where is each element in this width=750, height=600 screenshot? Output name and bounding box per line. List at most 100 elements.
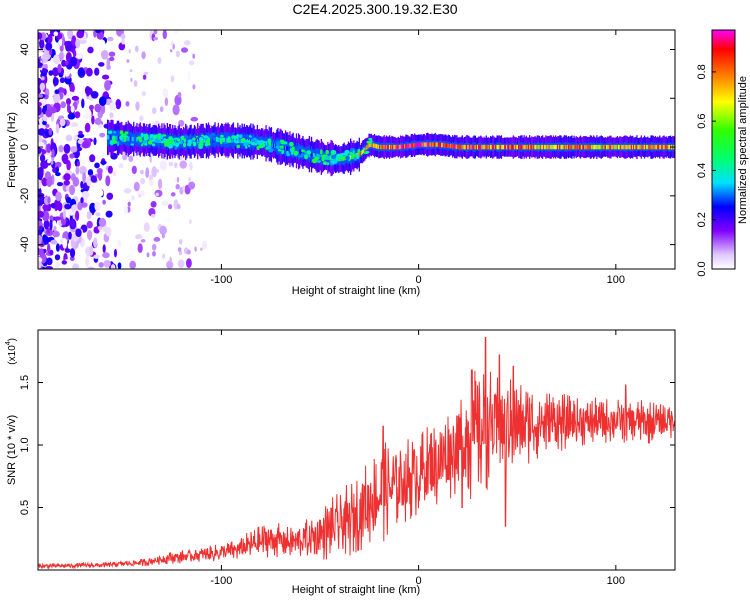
spectrogram-ridge-core — [489, 144, 492, 150]
spectrogram-noise-blob — [39, 38, 45, 49]
spectrogram-ridge-core — [458, 144, 460, 150]
spectrogram-ridge-core — [342, 156, 344, 161]
spectrogram-ridge-core — [613, 144, 615, 150]
spectrogram-noise-blob — [166, 187, 174, 194]
spectrogram-noise-blob — [142, 74, 147, 80]
spectrogram-ridge-core — [543, 144, 545, 150]
spectrogram-ridge-core — [579, 144, 582, 150]
spectrogram-ridge-core — [147, 137, 149, 143]
spectrogram-ridge-core — [289, 147, 291, 152]
spectrogram-ridge-core — [315, 153, 317, 158]
spectrogram-noise-blob — [143, 222, 150, 232]
spectrogram-ridge-core — [487, 144, 489, 150]
spectrogram-noise-blob — [72, 263, 80, 269]
spectrogram-ridge-core — [548, 144, 550, 150]
spectrogram-noise-blob — [53, 136, 59, 144]
spectrogram-ridge-core — [632, 144, 634, 150]
snr-series-line — [38, 337, 675, 570]
spectrogram-ridge-speckle — [107, 130, 113, 134]
spectrogram-ridge-speckle — [142, 139, 147, 144]
spectrogram-ridge-core — [450, 144, 453, 149]
snr-plot-area — [38, 337, 675, 570]
spectrogram-ridge-core — [617, 144, 620, 150]
spectrogram-ridge-core — [610, 144, 612, 150]
spectrogram-noise-blob — [181, 47, 188, 53]
spectrogram-noise-blob — [70, 146, 78, 153]
spectrogram-ridge-core — [427, 142, 429, 147]
spectrogram-ridge-core — [283, 145, 286, 151]
spectrogram-ridge-core — [210, 138, 212, 143]
spectrogram-ridge-core — [149, 138, 151, 143]
spectrogram-ridge-core — [437, 142, 440, 147]
spectrogram-frame — [37, 29, 676, 270]
spectrogram-noise-blob — [130, 77, 133, 82]
spectrogram-noise-blob — [79, 158, 86, 165]
spectrogram-noise-blob — [39, 82, 46, 91]
spectrogram-noise-blob — [80, 197, 84, 204]
spectrogram-noise-blob — [153, 37, 159, 41]
spectrogram-noise-blob — [102, 199, 106, 205]
spectrogram-ridge-speckle — [121, 133, 127, 137]
spectrogram-ridge-speckle — [281, 149, 285, 155]
spectrogram-ridge-core — [409, 143, 411, 148]
spectrogram-noise-blob — [95, 104, 102, 113]
spectrogram-ridge-core — [176, 139, 178, 144]
spectrogram-noise-blob — [65, 134, 73, 142]
spectrogram-noise-blob — [70, 220, 75, 228]
spectrogram-ridge-speckle — [282, 141, 288, 145]
spectrogram-noise-blob — [47, 159, 51, 164]
spectrogram-noise-blob — [59, 44, 64, 52]
spectrogram-ridge-core — [453, 144, 455, 149]
spectrogram-noise-blob — [149, 174, 153, 181]
spectrogram-noise-blob — [107, 165, 113, 174]
spectrogram-ridge-core — [625, 144, 627, 150]
spectrogram-ridge-core — [155, 138, 158, 143]
spectrogram-ridge-core — [653, 144, 655, 150]
spectrogram-ridge-core — [235, 138, 237, 143]
spectrogram-ridge-core — [460, 144, 462, 150]
colorbar-gradient — [711, 29, 736, 270]
spectrogram-ridge-core — [273, 143, 275, 148]
spectrogram-ridge-core — [385, 144, 388, 150]
spectrogram-ridge-speckle — [266, 145, 272, 150]
spectrogram-ridge-core — [589, 144, 591, 150]
spectrogram-ridge-core — [496, 144, 498, 150]
spectrogram-ridge-core — [620, 144, 622, 150]
spectrogram-ridge-core — [391, 144, 393, 150]
spectrogram-ridge-core — [438, 142, 441, 147]
spectrogram-ridge-speckle — [289, 141, 294, 147]
spectrogram-ridge-core — [591, 144, 594, 150]
spectrogram-ridge-core — [327, 155, 329, 160]
spectrogram-ridge-speckle — [155, 134, 159, 139]
spectrogram-noise-blob — [67, 103, 71, 113]
spectrogram-ridge-core — [560, 144, 562, 150]
spectrogram-ridge-speckle — [365, 150, 370, 154]
spectrogram-noise-blob — [42, 115, 48, 122]
spectrogram-ridge-core — [493, 144, 495, 150]
spectrogram-noise-blob — [174, 162, 178, 169]
spectrogram-noise-blob — [188, 60, 195, 66]
spectrogram-ridge-speckle — [320, 149, 323, 155]
spectrogram-noise-blob — [39, 225, 43, 231]
spectrogram-ridge-core — [601, 144, 603, 150]
spectrogram-noise-blob — [93, 137, 97, 146]
spectrogram-noise-blob — [59, 118, 66, 127]
spectrogram-ridge-core — [551, 144, 553, 150]
spectrogram-ridge-core — [218, 137, 220, 143]
spectrogram-ridge-core — [350, 154, 352, 159]
spectrogram-noise-blob — [67, 113, 76, 120]
spectrogram-ridge-core — [594, 144, 596, 150]
spectrogram-ridge-core — [421, 142, 423, 147]
spectrogram-noise-blob — [162, 253, 166, 260]
snr-frame — [37, 329, 676, 571]
spectrogram-noise-blob — [58, 38, 63, 47]
spectrogram-ridge-core — [128, 136, 130, 141]
spectrogram-ridge-core — [665, 144, 667, 150]
spectrogram-ridge-core — [652, 144, 654, 150]
spectrogram-noise-blob — [145, 167, 150, 179]
spectrogram-noise-blob — [87, 169, 94, 176]
spectrogram-ridge-core — [441, 142, 443, 148]
spectrogram-ridge-core — [575, 144, 577, 150]
spectrogram-ridge-core — [639, 144, 641, 150]
spectrogram-noise-blob — [55, 191, 62, 202]
